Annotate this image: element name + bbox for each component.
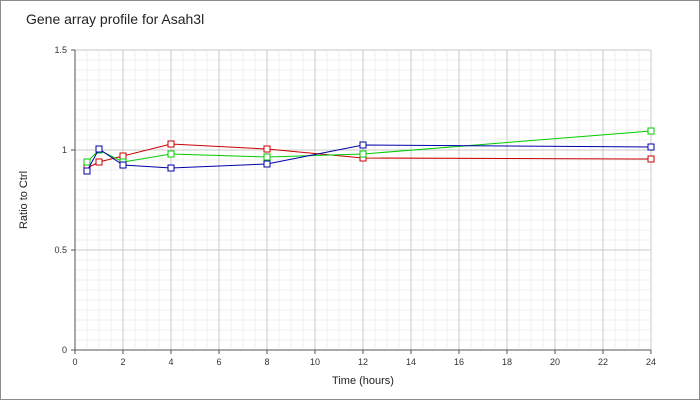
x-tick-label: 8	[264, 357, 269, 367]
data-point-marker	[647, 143, 655, 151]
data-point-marker	[167, 150, 175, 158]
x-tick-label: 10	[310, 357, 320, 367]
data-point-marker	[83, 158, 91, 166]
x-tick-label: 2	[120, 357, 125, 367]
data-point-marker	[167, 140, 175, 148]
data-point-marker	[359, 141, 367, 149]
x-tick-label: 4	[168, 357, 173, 367]
data-point-marker	[95, 145, 103, 153]
data-point-marker	[263, 145, 271, 153]
x-axis-title: Time (hours)	[332, 375, 394, 387]
chart-title: Gene array profile for Asah3l	[26, 11, 205, 27]
x-tick-label: 20	[550, 357, 560, 367]
x-tick-label: 22	[598, 357, 608, 367]
x-tick-label: 24	[646, 357, 656, 367]
data-point-marker	[359, 150, 367, 158]
data-point-marker	[119, 161, 127, 169]
x-tick-label: 18	[502, 357, 512, 367]
data-point-marker	[263, 153, 271, 161]
y-axis-title: Ratio to Ctrl	[18, 171, 30, 229]
data-point-marker	[263, 160, 271, 168]
series-3	[83, 141, 655, 175]
data-point-marker	[647, 155, 655, 163]
y-tick-label: 1	[62, 145, 67, 155]
data-point-marker	[119, 152, 127, 160]
data-point-marker	[167, 164, 175, 172]
major-grid	[75, 49, 652, 350]
data-point-marker	[647, 127, 655, 135]
series-layer	[83, 127, 655, 175]
data-point-marker	[95, 158, 103, 166]
y-tick-label: 0.5	[54, 245, 67, 255]
x-axis-ticks: 0 2 4 6 8 10 12 14 16 18 20 22 24	[72, 350, 656, 367]
x-tick-label: 12	[358, 357, 368, 367]
data-point-marker	[83, 167, 91, 175]
y-axis-ticks: 0 0.5 1 1.5	[54, 45, 75, 355]
x-tick-label: 16	[454, 357, 464, 367]
y-tick-label: 1.5	[54, 45, 67, 55]
x-tick-label: 14	[406, 357, 416, 367]
y-tick-label: 0	[62, 345, 67, 355]
x-tick-label: 0	[72, 357, 77, 367]
x-tick-label: 6	[216, 357, 221, 367]
